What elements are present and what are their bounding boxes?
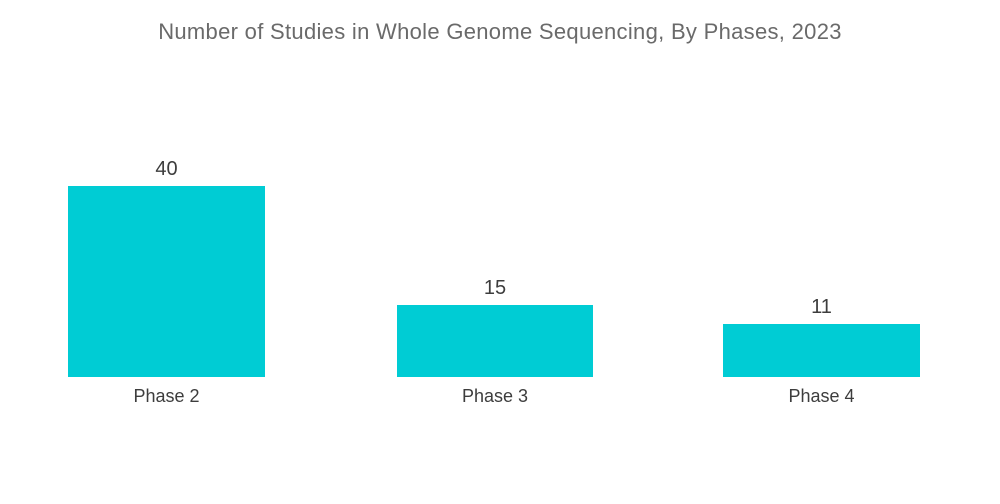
- bar-group-phase-4: 11 Phase 4: [723, 296, 920, 405]
- bar-group-phase-2: 40 Phase 2: [68, 158, 265, 405]
- bar-phase-4: [723, 324, 920, 377]
- bar-value-label: 11: [811, 296, 832, 318]
- bar-group-phase-3: 15 Phase 3: [397, 277, 593, 405]
- bar-category-label: Phase 2: [133, 386, 200, 406]
- bar-phase-2: [68, 186, 265, 377]
- bar-value-label: 15: [483, 277, 507, 299]
- bar-phase-3: [397, 305, 593, 377]
- bar-category-label: Phase 3: [461, 386, 529, 406]
- bar-value-label: 40: [155, 158, 178, 180]
- bar-category-label: Phase 4: [788, 386, 855, 406]
- chart-title: Number of Studies in Whole Genome Sequen…: [158, 19, 842, 44]
